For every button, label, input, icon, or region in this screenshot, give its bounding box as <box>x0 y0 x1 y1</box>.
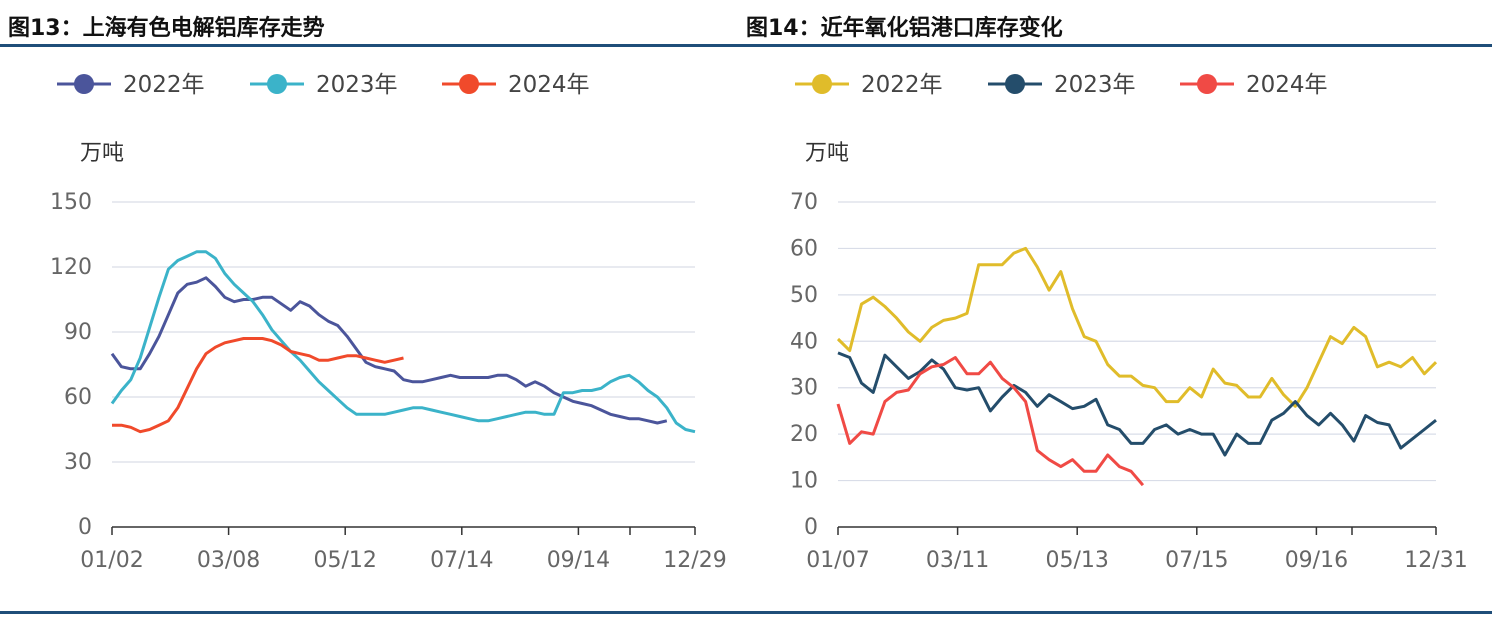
x-tick-label: 12/31 <box>1404 548 1467 573</box>
y-tick-label: 120 <box>50 255 92 280</box>
series-line <box>110 250 696 434</box>
legend-marker <box>74 74 94 94</box>
chart-panel-alumina-port-inventory: 0 10 20 30 40 50 60 70 01/07 03/11 05/13 07/15 09/16… <box>746 52 1492 607</box>
y-tick-label: 30 <box>790 376 818 401</box>
x-tick-label: 05/13 <box>1045 548 1108 573</box>
legend-label: 2023年 <box>316 72 398 98</box>
legend-label: 2022年 <box>861 72 943 98</box>
x-tick-label: 03/11 <box>926 548 989 573</box>
legend-label: 2022年 <box>123 72 205 98</box>
y-tick-label: 70 <box>790 190 818 215</box>
x-tick-label: 09/16 <box>1285 548 1348 573</box>
y-tick-label: 150 <box>50 190 92 215</box>
y-axis-unit-label: 万吨 <box>805 141 849 166</box>
x-tick-label: 07/14 <box>430 548 493 573</box>
legend-marker <box>1197 74 1217 94</box>
x-tick-label: 01/02 <box>80 548 143 573</box>
series-line <box>112 337 404 434</box>
y-tick-label: 0 <box>78 515 92 540</box>
aluminum-inventory-chart: 0 30 60 90 120 150 01/02 03/08 05/12 07/14 09/14 12… <box>50 72 727 573</box>
y-tick-label: 50 <box>790 283 818 308</box>
x-tick-label: 07/15 <box>1165 548 1228 573</box>
y-tick-label: 30 <box>64 450 92 475</box>
legend-marker <box>459 74 479 94</box>
legend-label: 2024年 <box>1246 72 1328 98</box>
legend-marker <box>267 74 287 94</box>
y-tick-label: 60 <box>64 385 92 410</box>
figure-13-title: 图13：上海有色电解铝库存走势 <box>8 16 325 41</box>
legend-marker <box>1005 74 1025 94</box>
legend-marker <box>812 74 832 94</box>
y-tick-label: 10 <box>790 469 818 494</box>
series-line <box>110 276 668 425</box>
x-tick-label: 12/29 <box>663 548 726 573</box>
series-line <box>836 356 1145 487</box>
y-axis-unit-label: 万吨 <box>80 141 124 166</box>
y-tick-label: 0 <box>804 515 818 540</box>
y-tick-label: 60 <box>790 236 818 261</box>
y-tick-label: 40 <box>790 329 818 354</box>
figure-14-title: 图14：近年氧化铝港口库存变化 <box>746 16 1063 41</box>
bottom-rule <box>0 611 1492 614</box>
y-tick-label: 90 <box>64 320 92 345</box>
top-rule <box>0 44 1492 47</box>
x-tick-label: 09/14 <box>547 548 610 573</box>
chart-panel-aluminum-inventory: 0 30 60 90 120 150 01/02 03/08 05/12 07/14 09/14 12… <box>0 52 740 607</box>
x-tick-label: 05/12 <box>313 548 376 573</box>
x-tick-label: 03/08 <box>197 548 260 573</box>
legend-label: 2024年 <box>508 72 590 98</box>
legend-label: 2023年 <box>1054 72 1136 98</box>
alumina-port-inventory-chart: 0 10 20 30 40 50 60 70 01/07 03/11 05/13 07/15 09/16… <box>790 72 1468 573</box>
series-line <box>836 246 1438 408</box>
x-tick-label: 01/07 <box>806 548 869 573</box>
y-tick-label: 20 <box>790 422 818 447</box>
